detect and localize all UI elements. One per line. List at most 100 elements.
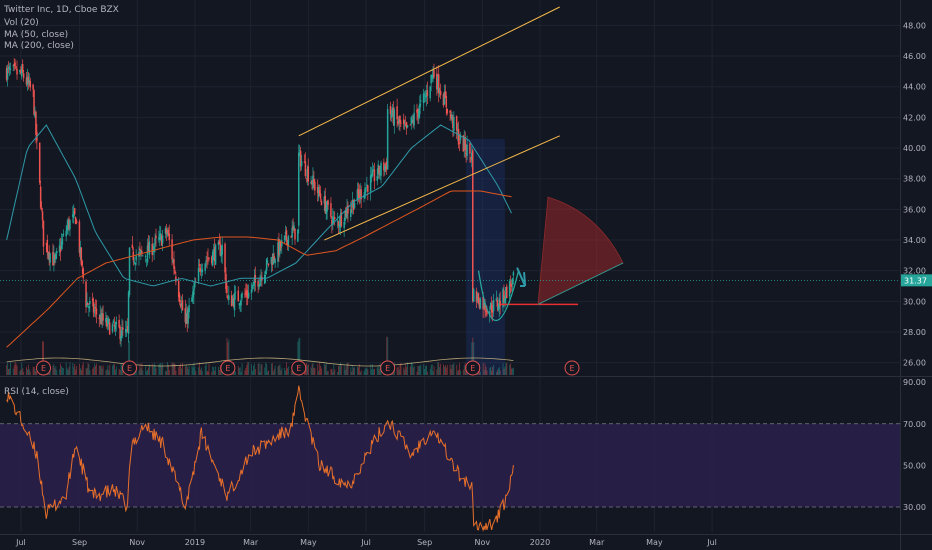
volume-bar	[241, 372, 242, 375]
volume-bar	[364, 371, 365, 375]
candle-body	[224, 244, 226, 273]
candle-body	[179, 295, 181, 302]
volume-bar	[258, 364, 259, 375]
volume-bar	[503, 363, 504, 375]
candle-body	[134, 261, 136, 262]
volume-bar	[337, 372, 338, 375]
candle-body	[43, 220, 45, 246]
volume-bar	[405, 364, 406, 375]
volume-bar	[35, 369, 36, 375]
volume-bar	[83, 362, 84, 375]
candle-body	[16, 69, 18, 74]
volume-bar	[251, 364, 252, 375]
volume-bar	[106, 370, 107, 375]
candle-body	[384, 165, 386, 171]
volume-bar	[255, 369, 256, 375]
volume-bar	[17, 366, 18, 375]
volume-bar	[398, 367, 399, 375]
candle-body	[171, 239, 173, 259]
candle-body	[160, 233, 162, 234]
volume-bar	[59, 369, 60, 375]
volume-bar	[274, 369, 275, 375]
volume-bar	[504, 369, 505, 375]
volume-bar	[460, 371, 461, 375]
volume-bar	[214, 371, 215, 375]
volume-bar	[406, 367, 407, 375]
price-axis-label: 44.00	[903, 83, 926, 92]
volume-bar	[451, 369, 452, 375]
volume-bar	[273, 371, 274, 375]
volume-bar	[499, 367, 500, 375]
volume-bar	[267, 371, 268, 375]
candle-body	[99, 318, 101, 319]
volume-bar	[307, 365, 308, 375]
volume-bar	[23, 372, 24, 375]
candle-body	[62, 239, 64, 245]
volume-bar	[145, 366, 146, 375]
candle-body	[82, 261, 84, 265]
volume-bar	[74, 364, 75, 375]
candle-body	[153, 246, 155, 252]
volume-bar	[326, 363, 327, 375]
volume-bar	[27, 370, 28, 375]
candle-body	[155, 236, 157, 238]
volume-bar	[432, 364, 433, 375]
volume-bar	[339, 366, 340, 375]
ma200-legend[interactable]: MA (200, close)	[4, 41, 74, 52]
candle-body	[244, 294, 246, 295]
price-axis-label: 34.00	[903, 236, 926, 245]
volume-bar	[418, 366, 419, 375]
volume-bar	[54, 368, 55, 375]
volume-bar	[192, 367, 193, 375]
volume-bar	[96, 364, 97, 375]
candle-body	[10, 69, 12, 70]
time-axis-label: Nov	[129, 538, 145, 547]
rsi-legend[interactable]: RSI (14, close)	[4, 387, 69, 398]
volume-bar	[332, 372, 333, 375]
volume-bar	[464, 365, 465, 375]
volume-bar	[246, 365, 247, 375]
volume-bar	[198, 367, 199, 375]
volume-bar	[120, 370, 121, 375]
volume-bar	[67, 368, 68, 375]
volume-bar	[453, 363, 454, 375]
volume-bar	[30, 372, 31, 375]
candle-body	[265, 271, 267, 274]
volume-bar	[287, 368, 288, 375]
volume-bar	[72, 363, 73, 375]
volume-bar	[367, 370, 368, 375]
ma50-legend[interactable]: MA (50, close)	[4, 30, 68, 41]
price-axis-label: 48.00	[903, 21, 926, 30]
candle-body	[88, 306, 90, 308]
price-axis-label: 36.00	[903, 205, 926, 214]
price-axis-label: 42.00	[903, 113, 926, 122]
volume-bar	[319, 363, 320, 375]
volume-bar	[215, 366, 216, 375]
candle-body	[420, 100, 422, 101]
candle-body	[208, 258, 210, 259]
volume-bar	[101, 366, 102, 375]
volume-bar	[484, 370, 485, 375]
candle-body	[113, 321, 115, 323]
volume-bar	[167, 362, 168, 375]
candle-body	[35, 112, 37, 135]
candle-body	[40, 186, 42, 207]
volume-bar	[88, 363, 89, 375]
volume-bar	[345, 370, 346, 375]
volume-bar	[146, 371, 147, 375]
candle-body	[32, 85, 34, 90]
symbol-legend[interactable]: Twitter Inc, 1D, Cboe BZX	[4, 5, 119, 16]
candle-body	[23, 73, 25, 78]
volume-bar	[288, 366, 289, 375]
candle-body	[33, 90, 35, 115]
volume-legend[interactable]: Vol (20)	[4, 18, 39, 29]
volume-bar	[308, 364, 309, 375]
price-axis-label: 26.00	[903, 359, 926, 368]
volume-bar	[264, 367, 265, 375]
time-axis-label: 2019	[185, 538, 205, 547]
volume-bar	[436, 369, 437, 375]
candle-body	[330, 203, 332, 217]
volume-bar	[94, 364, 95, 375]
volume-bar	[463, 370, 464, 375]
volume-bar	[19, 371, 20, 375]
